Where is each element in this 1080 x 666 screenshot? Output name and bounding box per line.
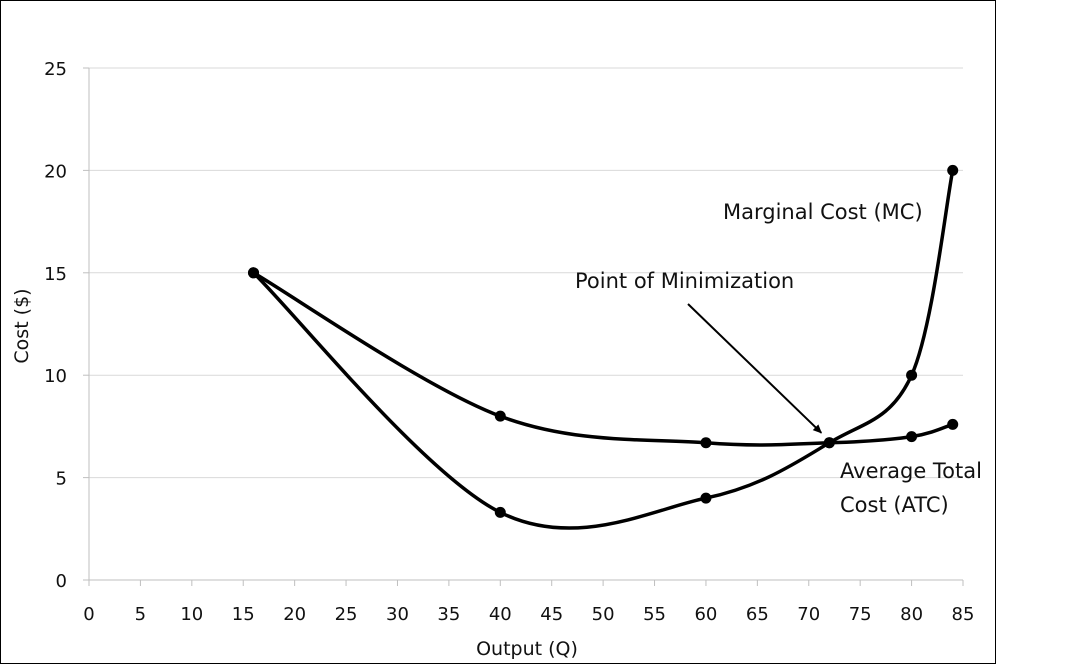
mc-curve-point-1 — [494, 506, 506, 518]
atc-curve-point-5 — [947, 418, 959, 430]
y-tick-label-25: 25 — [44, 59, 67, 80]
x-tick-label-35: 35 — [437, 604, 460, 625]
y-tick-label-0: 0 — [56, 571, 67, 592]
y-tick-label-5: 5 — [56, 469, 67, 490]
atc-label-line1: Average Total — [840, 459, 982, 483]
atc-curve-point-4 — [906, 431, 918, 443]
mc-curve — [251, 168, 955, 530]
x-tick-label-30: 30 — [386, 604, 409, 625]
y-axis-title: Cost ($) — [11, 288, 33, 363]
x-tick-label-45: 45 — [540, 604, 563, 625]
x-tick-label-75: 75 — [849, 604, 872, 625]
x-tick-label-0: 0 — [83, 604, 94, 625]
atc-curve-point-1 — [494, 410, 506, 422]
x-tick-label-60: 60 — [694, 604, 717, 625]
x-tick-label-70: 70 — [797, 604, 820, 625]
x-tick-label-40: 40 — [489, 604, 512, 625]
x-tick-label-80: 80 — [900, 604, 923, 625]
mc-label: Marginal Cost (MC) — [723, 200, 923, 224]
x-tick-label-50: 50 — [592, 604, 615, 625]
axes — [83, 67, 964, 586]
y-tick-label-10: 10 — [44, 366, 67, 387]
x-tick-label-20: 20 — [283, 604, 306, 625]
x-tick-label-15: 15 — [232, 604, 255, 625]
atc-label-line2: Cost (ATC) — [840, 493, 949, 517]
x-tick-label-25: 25 — [335, 604, 358, 625]
data-points — [248, 164, 959, 518]
mc-curve-point-2 — [700, 492, 712, 504]
x-tick-label-85: 85 — [952, 604, 975, 625]
mc-curve-point-0 — [248, 267, 260, 279]
chart-frame — [0, 0, 996, 664]
atc-curve — [251, 271, 955, 447]
mc-curve-point-3 — [823, 437, 835, 449]
tick-labels: 0 5 10 15 20 25 0 5 10 15 20 25 30 35 40 45 50 55 60 65 70 75… — [44, 59, 974, 625]
annotation-point-of-minimization: Point of Minimization — [575, 269, 794, 293]
x-tick-label-55: 55 — [643, 604, 666, 625]
x-axis-title: Output (Q) — [476, 638, 578, 660]
mc-curve-point-5 — [947, 164, 959, 176]
grid-lines — [89, 67, 963, 479]
y-tick-label-15: 15 — [44, 264, 67, 285]
x-tick-label-5: 5 — [135, 604, 146, 625]
mc-curve-point-4 — [906, 369, 918, 381]
x-tick-label-65: 65 — [746, 604, 769, 625]
annotation-arrow — [687, 303, 823, 434]
atc-curve-point-2 — [700, 437, 712, 449]
x-tick-label-10: 10 — [180, 604, 203, 625]
y-tick-label-20: 20 — [44, 161, 67, 182]
